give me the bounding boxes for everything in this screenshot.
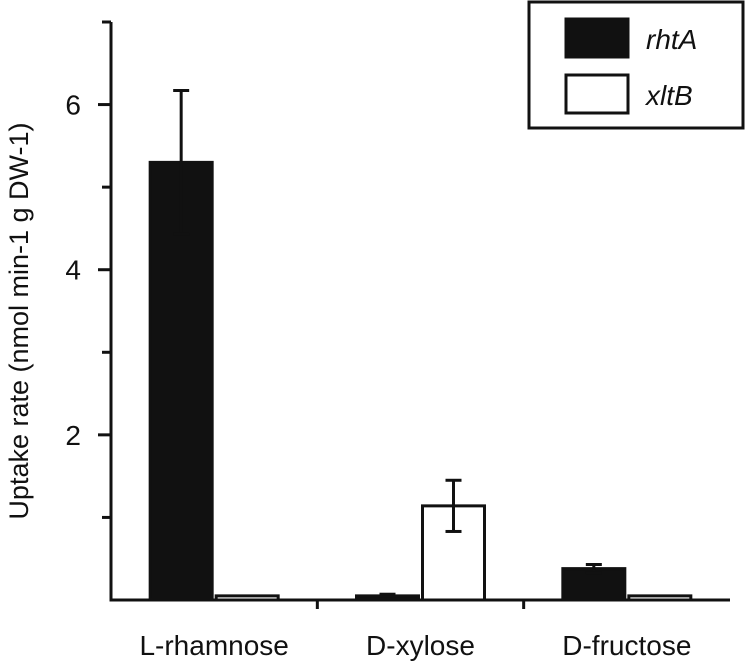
legend-swatch-rhtA: [564, 17, 630, 59]
y-axis-title: Uptake rate (nmol min-1 g DW-1): [4, 122, 34, 519]
x-tick-label: L-rhamnose: [139, 630, 288, 661]
x-ticks: L-rhamnose D-xylose D-fructose: [139, 600, 691, 661]
legend-box: [527, 0, 745, 130]
x-tick-label: D-fructose: [562, 630, 691, 661]
legend-items: rhtA xltB: [564, 17, 697, 115]
bar-xltB: [214, 594, 280, 602]
x-tick-label: D-xylose: [366, 630, 475, 661]
y-tick-label: 4: [65, 255, 81, 286]
legend-label-rhtA: rhtA: [646, 24, 697, 55]
y-tick-label: 2: [65, 420, 81, 451]
legend-label-xltB: xltB: [644, 80, 693, 111]
y-ticks: 2 4 6: [65, 20, 111, 519]
legend: rhtA xltB: [527, 0, 745, 130]
error-bars: [173, 89, 602, 598]
bars: [148, 160, 693, 602]
y-tick-label: 6: [65, 90, 81, 121]
bar-xltB: [627, 594, 693, 602]
legend-swatch-xltB: [564, 73, 630, 115]
bar-xltB: [421, 504, 486, 602]
